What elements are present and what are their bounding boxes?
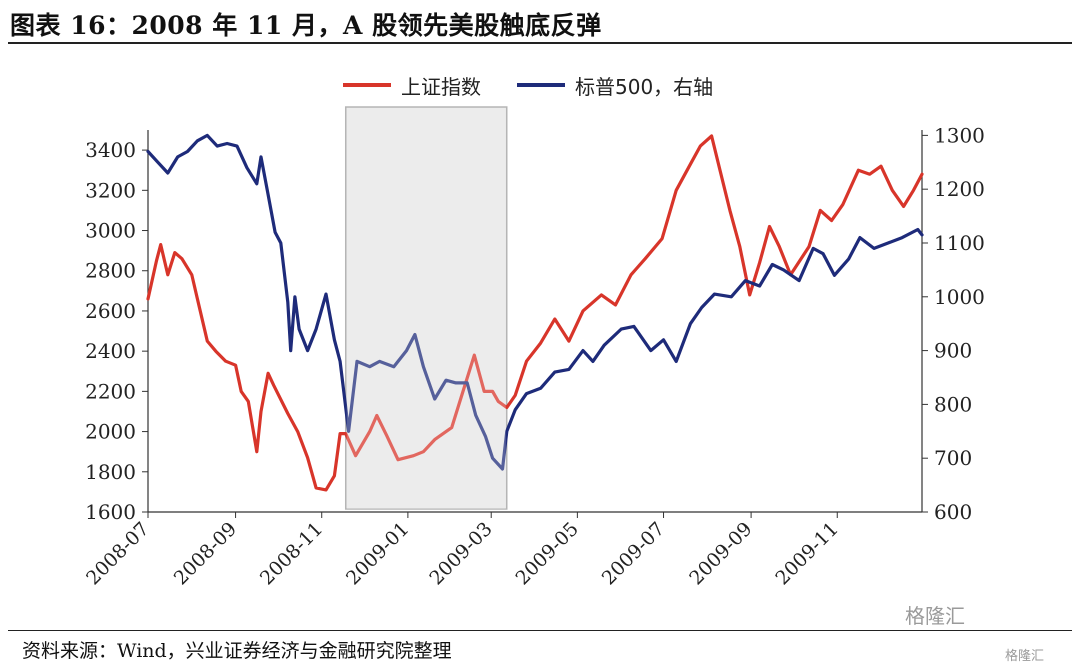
legend-label-spx: 标普500，右轴 xyxy=(575,74,714,99)
y-left-tick-label: 3200 xyxy=(85,178,136,202)
x-tick-label: 2009-07 xyxy=(598,518,669,589)
highlight-band xyxy=(344,106,508,510)
y-right-tick-label: 900 xyxy=(934,339,972,363)
legend-swatch-spx xyxy=(517,83,565,87)
y-left-tick-label: 3400 xyxy=(85,138,136,162)
series-line-spx xyxy=(146,133,924,471)
y-right-tick-label: 1100 xyxy=(934,231,985,255)
highlight-overlay xyxy=(346,108,506,509)
source-note: 资料来源：Wind，兴业证券经济与金融研究院整理 xyxy=(22,640,452,662)
x-tick-label: 2009-03 xyxy=(425,518,496,589)
x-tick-label: 2009-05 xyxy=(512,518,583,589)
x-tick-label: 2008-09 xyxy=(170,518,241,589)
y-right-tick-label: 800 xyxy=(934,392,972,416)
y-right-tick-label: 600 xyxy=(934,500,972,524)
page-title: 图表 16：2008 年 11 月，A 股领先美股触底反弹 xyxy=(10,11,602,40)
legend-label-sse: 上证指数 xyxy=(401,74,481,99)
chart-legend: 上证指数 标普500，右轴 xyxy=(343,70,749,100)
y-left-tick-label: 2400 xyxy=(85,339,136,363)
x-tick-label: 2009-11 xyxy=(771,518,842,589)
source-rule xyxy=(8,630,1072,631)
title-rule xyxy=(8,42,1072,44)
legend-swatch-sse xyxy=(343,83,391,87)
y-left-tick-label: 1600 xyxy=(85,500,136,524)
legend-entry-sse: 上证指数 xyxy=(343,71,481,100)
watermark: 格隆汇 xyxy=(905,604,965,628)
y-right-tick-label: 1300 xyxy=(934,123,985,147)
y-left-tick-label: 2800 xyxy=(85,259,136,283)
y-left-tick-label: 2200 xyxy=(85,379,136,403)
x-tick-label: 2009-09 xyxy=(685,518,756,589)
legend-entry-spx: 标普500，右轴 xyxy=(517,71,713,100)
y-left-tick-label: 3000 xyxy=(85,219,136,243)
y-left-tick-label: 1800 xyxy=(85,460,136,484)
x-tick-label: 2009-01 xyxy=(342,518,413,589)
watermark-logo-text: 格隆汇 xyxy=(1005,649,1045,664)
x-tick-label: 2008-11 xyxy=(256,518,327,589)
y-left-tick-label: 2000 xyxy=(85,420,136,444)
x-tick-label: 2008-07 xyxy=(82,518,153,589)
y-left-tick-label: 2600 xyxy=(85,299,136,323)
series-line-sse xyxy=(146,134,924,492)
y-right-tick-label: 1000 xyxy=(934,285,985,309)
y-right-tick-label: 700 xyxy=(934,446,972,470)
line-chart: 1600 1800 2000 2200 2400 2600 2800 3000 3200 3400… xyxy=(82,106,985,589)
y-right-tick-label: 1200 xyxy=(934,177,985,201)
